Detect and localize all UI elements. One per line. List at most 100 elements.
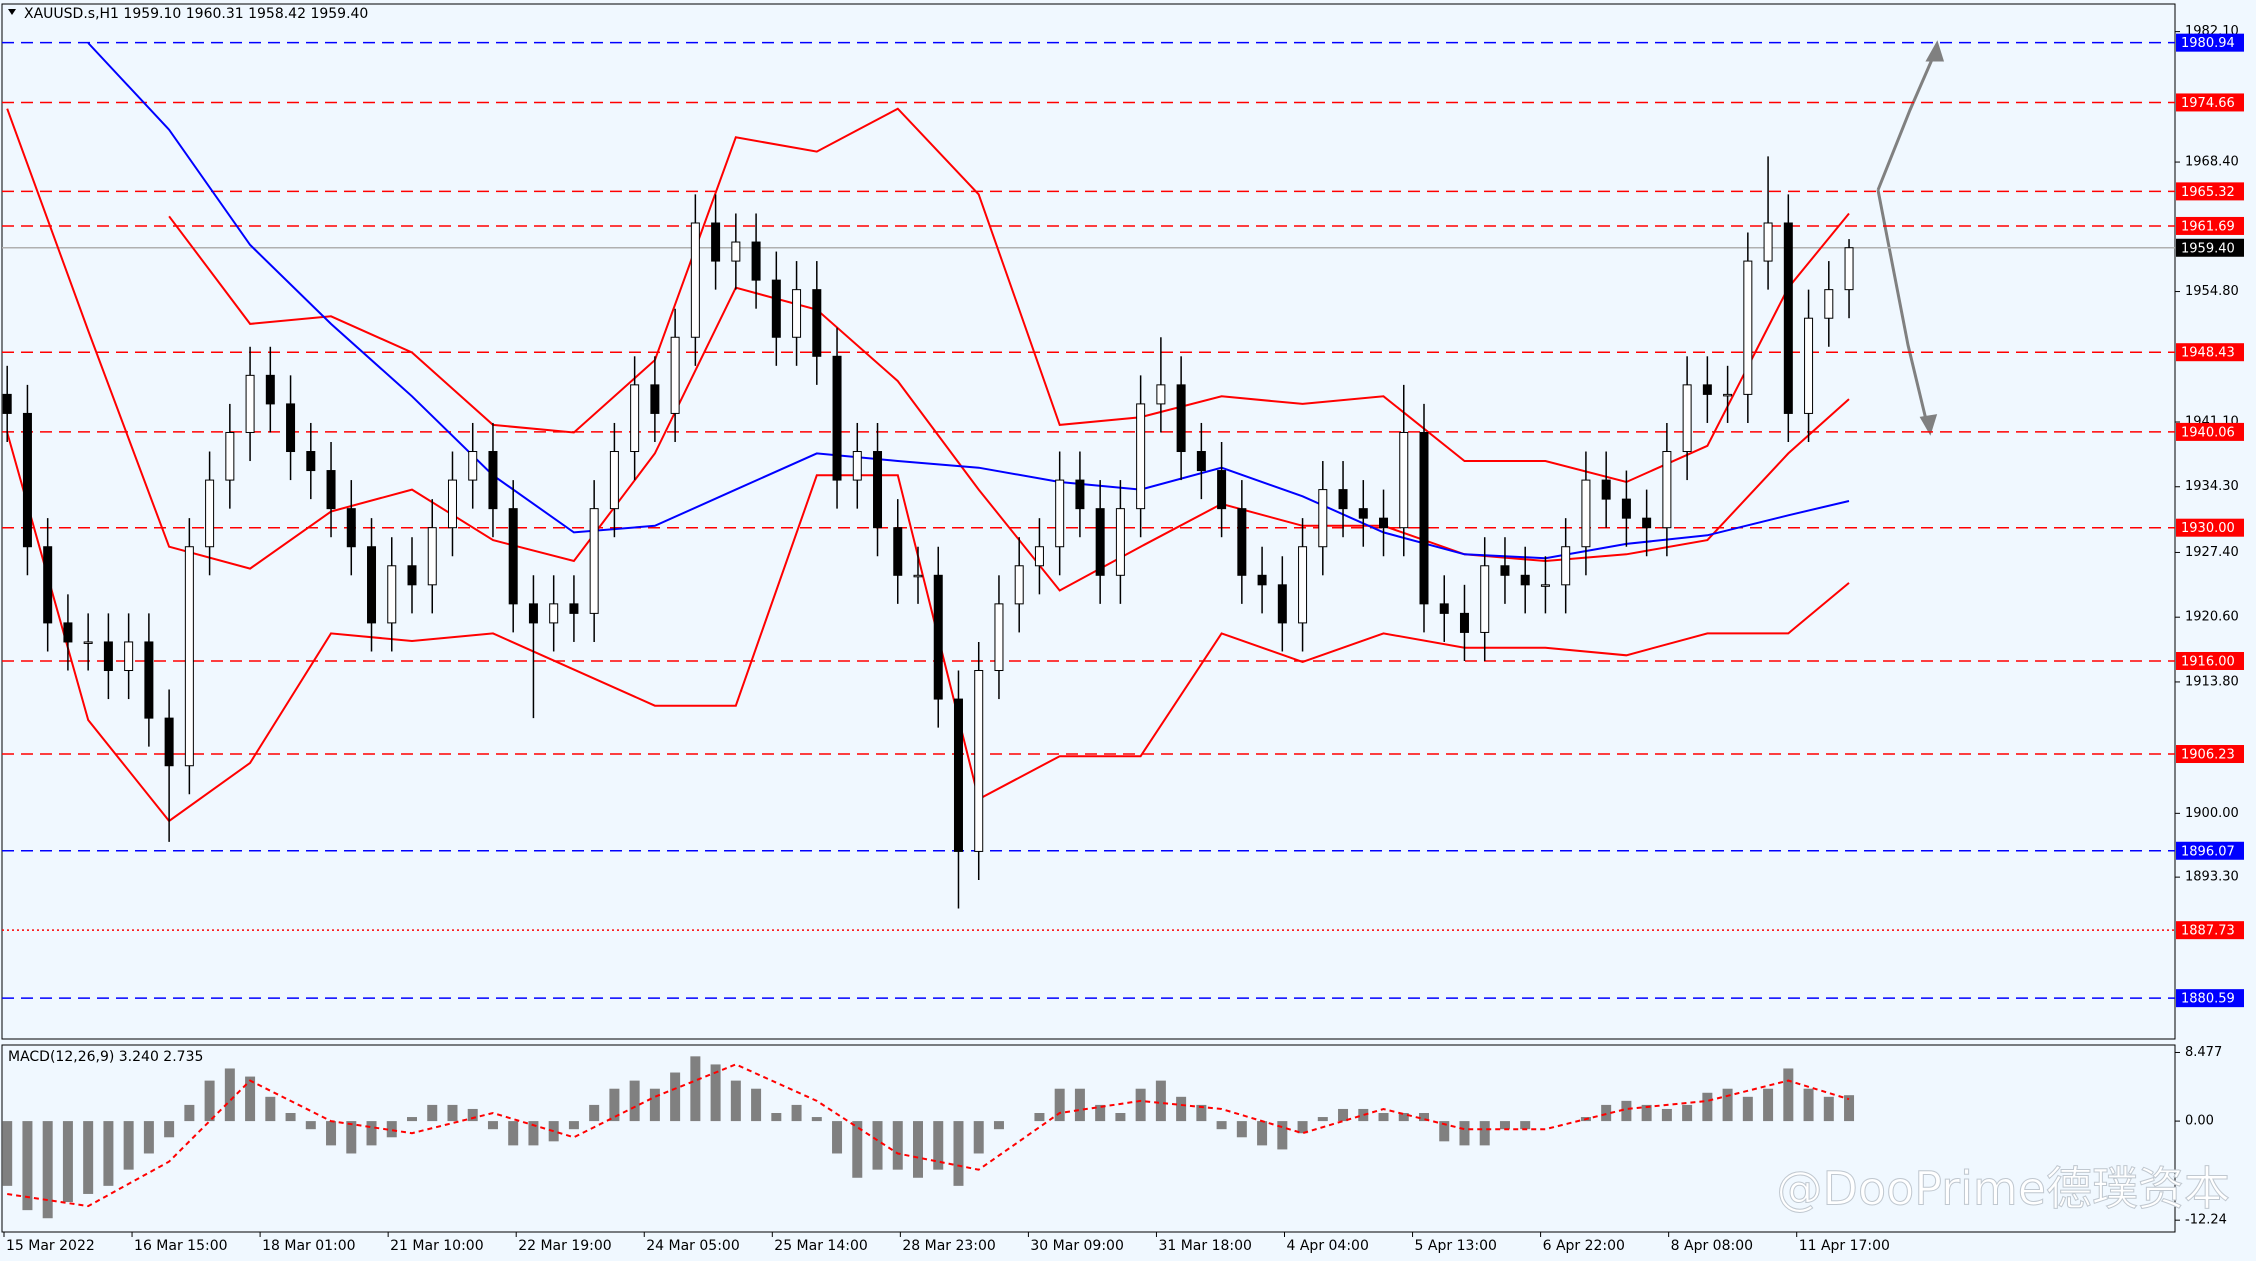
macd-bar: [670, 1072, 681, 1122]
macd-bar: [1742, 1096, 1753, 1122]
level-label: 1940.06: [2181, 425, 2235, 440]
macd-bar: [852, 1121, 863, 1178]
macd-bar: [204, 1080, 215, 1122]
candle-body: [852, 451, 862, 481]
candle-body: [1743, 260, 1753, 395]
level-label: 1948.43: [2181, 346, 2235, 361]
candle-body: [771, 279, 781, 338]
macd-bar: [1844, 1095, 1855, 1122]
macd-bar: [1277, 1121, 1288, 1150]
macd-bar: [872, 1121, 883, 1170]
macd-bar: [83, 1121, 94, 1194]
candle-body: [933, 574, 943, 700]
candle-body: [1055, 479, 1065, 548]
candle-body: [690, 222, 700, 338]
candle-body: [1156, 384, 1166, 405]
candle-body: [22, 412, 32, 548]
macd-bar: [1682, 1104, 1693, 1122]
macd-bar: [407, 1117, 417, 1122]
candle-body: [569, 603, 579, 614]
level-label: 1880.59: [2181, 992, 2235, 1007]
candle-body: [994, 603, 1004, 672]
macd-bar: [1641, 1104, 1652, 1122]
candle-body: [1561, 546, 1571, 586]
candle-body: [306, 451, 316, 472]
candle-body: [731, 241, 741, 262]
x-tick-label: 22 Mar 19:00: [518, 1238, 611, 1254]
macd-bar: [326, 1121, 337, 1146]
level-label: 1961.69: [2181, 219, 2235, 234]
candle-body: [1338, 489, 1348, 510]
candle-body: [650, 384, 660, 414]
candle-body: [1075, 479, 1085, 510]
macd-bar: [22, 1121, 33, 1211]
level-label: 1959.40: [2181, 241, 2235, 256]
candle-body: [1439, 603, 1449, 614]
candle-body: [1136, 403, 1146, 510]
level-label-box: [2176, 651, 2244, 670]
macd-bar: [164, 1121, 175, 1138]
macd-bar: [1135, 1088, 1146, 1122]
candle-body: [1318, 489, 1328, 548]
arrowhead: [1925, 40, 1945, 62]
candle-body: [1298, 546, 1308, 624]
macd-bar: [143, 1121, 154, 1154]
x-tick-label: 25 Mar 14:00: [774, 1238, 867, 1254]
candle-body: [205, 479, 215, 548]
level-label: 1906.23: [2181, 748, 2235, 763]
level-label-box: [2176, 343, 2244, 362]
candle-body: [488, 451, 498, 510]
macd-bar: [1702, 1092, 1713, 1122]
candle-body: [144, 641, 154, 719]
macd-bar: [1398, 1113, 1409, 1122]
level-label: 1896.07: [2181, 844, 2235, 859]
candle-body: [2, 393, 12, 414]
macd-bar: [933, 1121, 944, 1170]
candle-body: [1034, 546, 1044, 567]
level-label-box: [2176, 921, 2244, 940]
candle-body: [164, 717, 174, 767]
macd-bar: [285, 1113, 296, 1122]
candle-body: [468, 451, 478, 481]
candle-body: [1642, 517, 1652, 529]
candle-body: [589, 508, 599, 614]
macd-bar: [589, 1104, 600, 1122]
level-label-box: [2176, 216, 2244, 235]
level-label: 1930.00: [2181, 521, 2235, 536]
candle-body: [1217, 470, 1227, 510]
candle-body: [367, 546, 377, 624]
macd-bar: [1317, 1117, 1328, 1122]
macd-bar: [892, 1121, 903, 1170]
candle-body: [711, 222, 721, 262]
macd-bar: [487, 1121, 498, 1130]
level-label-box: [2176, 33, 2244, 52]
candle-body: [63, 622, 73, 643]
candle-body: [1277, 584, 1287, 624]
candle-body: [953, 698, 963, 852]
candle-body: [1014, 565, 1024, 605]
candle-body: [1500, 565, 1510, 576]
y-tick-label: 1920.60: [2185, 610, 2239, 625]
level-label-box: [2176, 182, 2244, 201]
candle-body: [43, 546, 53, 624]
macd-bar: [2, 1121, 13, 1186]
candle-body: [1399, 431, 1409, 529]
candle-body: [1459, 612, 1469, 633]
candle-body: [893, 527, 903, 576]
x-tick-label: 4 Apr 04:00: [1287, 1238, 1369, 1254]
candle-body: [225, 431, 235, 481]
macd-bar: [1823, 1096, 1834, 1122]
level-label-box: [2176, 989, 2244, 1008]
macd-bar: [1520, 1121, 1531, 1130]
plot-area: [2, 41, 2175, 999]
candle-body: [1237, 508, 1247, 576]
y-tick-label: 1968.40: [2185, 155, 2239, 170]
candle-body: [974, 670, 984, 852]
y-tick-label: 0.00: [2185, 1114, 2214, 1129]
macd-bar: [467, 1108, 478, 1122]
macd-bar: [1459, 1121, 1470, 1146]
candle-body: [265, 374, 275, 405]
candle-body: [1540, 584, 1550, 587]
candle-body: [508, 508, 518, 605]
